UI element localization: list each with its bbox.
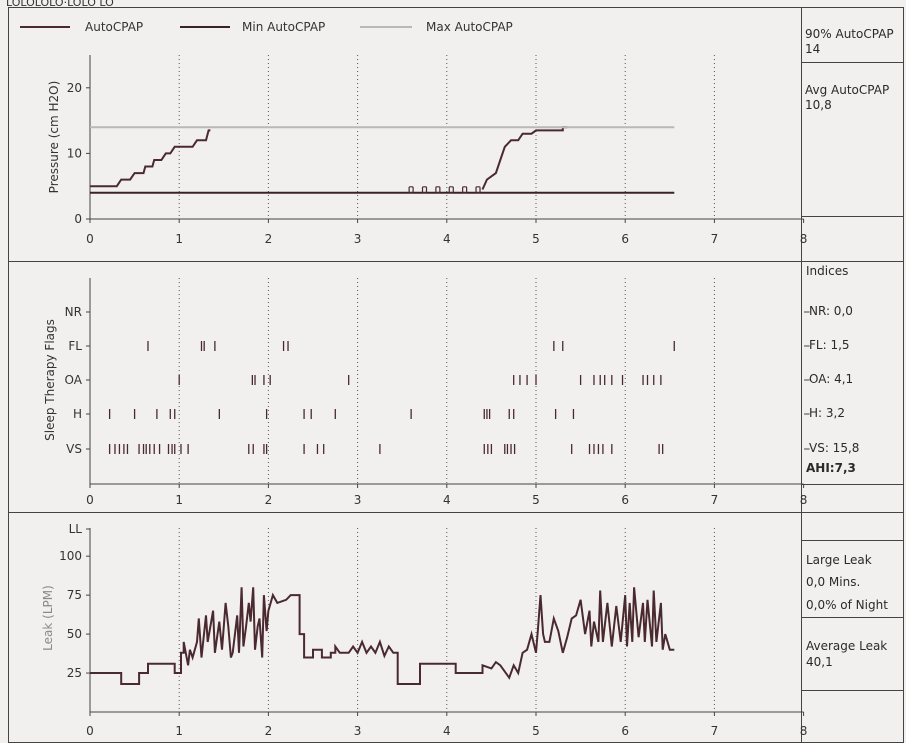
leak-x-tick-label: 5 (532, 724, 540, 738)
pressure-y-tick-label: 20 (67, 81, 82, 95)
flags-category-label: FL (68, 339, 82, 353)
large-leak-mins: 0,0 Mins. (806, 575, 860, 589)
leak-x-tick-label: 4 (443, 724, 451, 738)
pressure-marker (475, 186, 481, 194)
pressure-x-tick-label: 5 (532, 232, 540, 246)
pressure-marker (462, 186, 468, 194)
leak-x-tick-label: 0 (86, 724, 94, 738)
series-autocpap-line (90, 129, 211, 188)
leak-x-tick-label: 3 (354, 724, 362, 738)
pressure-panel-frame (8, 7, 802, 262)
index-oa: OA: 4,1 (809, 372, 853, 386)
pressure-y-axis-label: Pressure (cm H2O) (47, 81, 61, 194)
leak-x-tick-label: 1 (175, 724, 183, 738)
pressure-x-tick-label: 1 (175, 232, 183, 246)
pressure-x-tick-label: 6 (621, 232, 629, 246)
flags-side-info: Indices NR: 0,0 FL: 1,5 OA: 4,1 H: 3,2 V… (806, 264, 859, 475)
leak-side-info: Large Leak 0,0 Mins. 0,0% of Night Avera… (806, 553, 888, 669)
leak-y-tick-label: 50 (67, 627, 82, 641)
pressure-x-tick-label: 3 (354, 232, 362, 246)
avg-pressure-label: Avg AutoCPAP (805, 83, 889, 97)
leak-chart: 0 1 2 3 4 5 6 7 8 25 50 75 100 LL Leak (LPM) (41, 522, 807, 738)
legend-autocpap-label: AutoCPAP (85, 20, 143, 34)
large-leak-pct: 0,0% of Night (806, 598, 888, 612)
flags-x-tick-label: 1 (175, 493, 183, 507)
pressure-x-tick-label: 2 (265, 232, 273, 246)
flags-x-tick-label: 3 (354, 493, 362, 507)
leak-x-tick-label: 8 (800, 724, 808, 738)
pressure-marker (421, 186, 428, 194)
index-fl: FL: 1,5 (809, 338, 850, 352)
flags-category-label: H (73, 407, 82, 421)
pressure-y-tick-label: 0 (74, 212, 82, 226)
ahi-value: AHI:7,3 (806, 461, 856, 475)
p90-value: 14 (805, 42, 820, 56)
pressure-side-info: 90% AutoCPAP 14 Avg AutoCPAP 10,8 (805, 27, 894, 112)
pressure-x-tick-label: 4 (443, 232, 451, 246)
average-leak-title: Average Leak (806, 639, 887, 653)
indices-title: Indices (806, 264, 848, 278)
pressure-x-tick-label: 8 (800, 232, 808, 246)
pressure-x-tick-label: 0 (86, 232, 94, 246)
side-dividers (801, 62, 903, 691)
leak-y-tick-label: 25 (67, 666, 82, 680)
leak-y-axis-label: Leak (LPM) (41, 585, 55, 651)
flags-category-label: VS (66, 442, 82, 456)
flags-category-label: NR (65, 305, 82, 319)
flags-x-tick-label: 0 (86, 493, 94, 507)
flags-x-tick-label: 5 (532, 493, 540, 507)
leak-y-tick-label: LL (69, 522, 83, 536)
index-h: H: 3,2 (809, 406, 845, 420)
pressure-legend: AutoCPAP Min AutoCPAP Max AutoCPAP (20, 20, 513, 34)
pressure-marker (408, 186, 414, 194)
clipped-header-text: LOLOLOLO·LOLO LO (6, 0, 114, 9)
index-nr: NR: 0,0 (809, 304, 853, 318)
leak-x-tick-label: 2 (265, 724, 273, 738)
leak-x-tick-label: 7 (711, 724, 719, 738)
leak-side-box (801, 512, 904, 743)
flags-category-label: OA (65, 373, 83, 387)
series-autocpap-line (481, 126, 568, 190)
series-leak-line (90, 587, 675, 685)
avg-pressure-value: 10,8 (805, 98, 832, 112)
leak-x-tick-label: 6 (621, 724, 629, 738)
large-leak-title: Large Leak (806, 553, 872, 567)
pressure-marker (448, 186, 454, 194)
pressure-chart: 0 1 2 3 4 5 6 7 8 0 10 20 Pressure (cm H2O) (47, 55, 807, 246)
pressure-y-tick-label: 10 (67, 146, 82, 160)
legend-max-autocpap-label: Max AutoCPAP (426, 20, 513, 34)
flags-y-axis-label: Sleep Therapy Flags (43, 319, 57, 441)
flags-x-tick-label: 4 (443, 493, 451, 507)
flags-x-tick-label: 7 (711, 493, 719, 507)
p90-label: 90% AutoCPAP (805, 27, 894, 41)
pressure-marker (435, 186, 441, 194)
flags-panel-frame (8, 261, 802, 513)
leak-y-tick-label: 75 (67, 588, 82, 602)
leak-panel-frame (8, 512, 802, 743)
average-leak-value: 40,1 (806, 655, 833, 669)
pressure-x-tick-label: 7 (711, 232, 719, 246)
flags-chart: 0 1 2 3 4 5 6 7 8 NR FL OA H VS Sleep Therapy Flags (43, 278, 810, 507)
legend-min-autocpap-label: Min AutoCPAP (242, 20, 325, 34)
leak-y-tick-label: 100 (59, 549, 82, 563)
report-frames (8, 7, 904, 743)
index-vs: VS: 15,8 (809, 441, 859, 455)
flags-x-tick-label: 8 (800, 493, 808, 507)
flags-x-tick-label: 2 (265, 493, 273, 507)
flags-x-tick-label: 6 (621, 493, 629, 507)
